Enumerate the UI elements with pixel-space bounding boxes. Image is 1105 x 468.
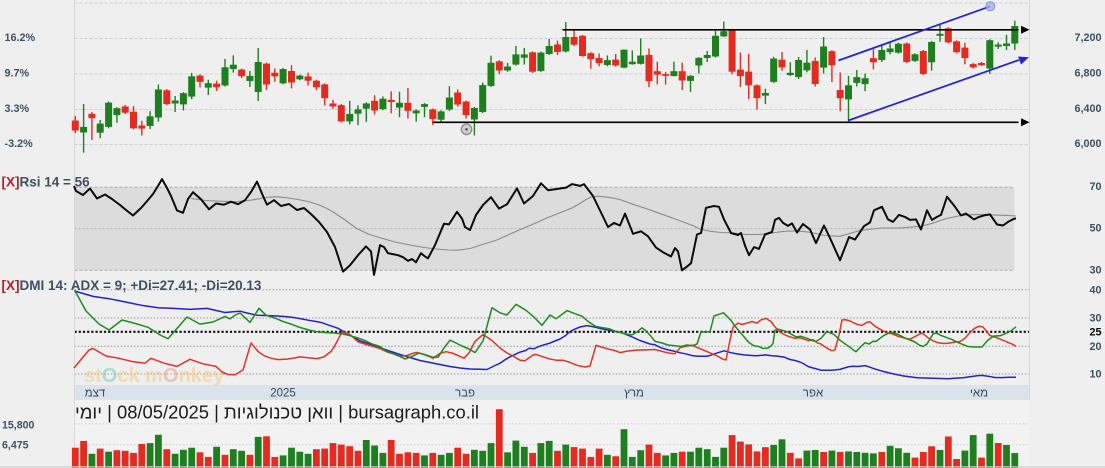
svg-text:50: 50 bbox=[1089, 223, 1101, 235]
svg-text:פבר: פבר bbox=[455, 388, 475, 400]
svg-text:20: 20 bbox=[1089, 341, 1101, 353]
svg-text:3.3%: 3.3% bbox=[5, 103, 30, 115]
svg-text:6,400: 6,400 bbox=[1074, 103, 1101, 115]
svg-text:6,000: 6,000 bbox=[1074, 138, 1101, 150]
svg-text:30: 30 bbox=[1089, 264, 1101, 276]
svg-text:10: 10 bbox=[1089, 369, 1101, 381]
svg-text:40: 40 bbox=[1089, 284, 1101, 296]
svg-text:6,475: 6,475 bbox=[2, 440, 29, 452]
svg-text:מאי: מאי bbox=[970, 388, 988, 400]
svg-text:15,800: 15,800 bbox=[2, 419, 35, 431]
svg-text:-3.2%: -3.2% bbox=[5, 138, 34, 150]
svg-text:2025: 2025 bbox=[270, 388, 296, 400]
svg-text:[X]Rsi 14 = 56: [X]Rsi 14 = 56 bbox=[2, 174, 91, 189]
svg-text:25: 25 bbox=[1089, 326, 1101, 338]
svg-text:7,200: 7,200 bbox=[1074, 32, 1101, 44]
svg-text:6,800: 6,800 bbox=[1074, 68, 1101, 80]
svg-text:16.2%: 16.2% bbox=[5, 32, 36, 44]
svg-text:stOck mOnkey: stOck mOnkey bbox=[84, 365, 225, 387]
svg-text:[X]DMI 14: ADX = 9; +Di=27.41;: [X]DMI 14: ADX = 9; +Di=27.41; -Di=20.13 bbox=[2, 278, 262, 293]
svg-text:דצמ: דצמ bbox=[85, 388, 106, 400]
svg-text:30: 30 bbox=[1089, 313, 1101, 325]
svg-text:מרץ: מרץ bbox=[624, 388, 644, 400]
svg-text:יומי‎ | 08/05/2025 | ‎וואן טכנ: יומי‎ | 08/05/2025 | ‎וואן טכנולוגיות‎ |… bbox=[75, 402, 479, 423]
svg-text:9.7%: 9.7% bbox=[5, 68, 30, 80]
svg-text:אפר: אפר bbox=[803, 388, 824, 400]
svg-text:70: 70 bbox=[1089, 181, 1101, 193]
